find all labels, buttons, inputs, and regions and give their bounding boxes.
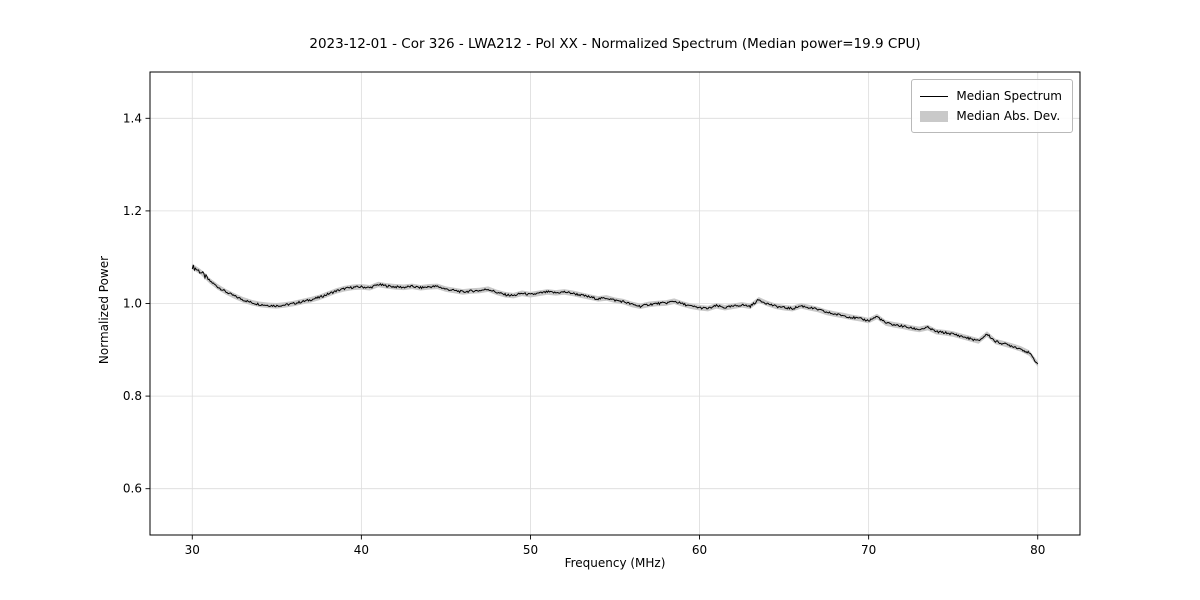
x-tick-label: 30 <box>185 543 200 557</box>
legend-label: Median Abs. Dev. <box>956 109 1061 123</box>
legend: Median Spectrum Median Abs. Dev. <box>911 79 1073 133</box>
y-axis-label: Normalized Power <box>97 255 111 365</box>
legend-label: Median Spectrum <box>956 89 1062 103</box>
y-tick-label: 0.8 <box>123 389 142 403</box>
y-tick-label: 0.6 <box>123 482 142 496</box>
x-tick-label: 70 <box>861 543 876 557</box>
median-spectrum-line <box>191 264 1039 365</box>
x-tick-label: 80 <box>1030 543 1045 557</box>
x-tick-label: 60 <box>692 543 707 557</box>
x-axis-label: Frequency (MHz) <box>564 556 666 570</box>
band-swatch-icon <box>920 110 949 122</box>
line-swatch-icon <box>920 95 949 97</box>
x-tick-label: 50 <box>523 543 538 557</box>
y-tick-label: 1.2 <box>123 204 142 218</box>
y-tick-label: 1.4 <box>123 111 142 125</box>
legend-item-median-abs-dev: Median Abs. Dev. <box>920 106 1062 126</box>
legend-item-median-spectrum: Median Spectrum <box>920 86 1062 106</box>
y-tick-label: 1.0 <box>123 297 142 311</box>
x-tick-label: 40 <box>354 543 369 557</box>
chart-title: 2023-12-01 - Cor 326 - LWA212 - Pol XX -… <box>309 36 921 52</box>
mad-band <box>192 263 1038 367</box>
